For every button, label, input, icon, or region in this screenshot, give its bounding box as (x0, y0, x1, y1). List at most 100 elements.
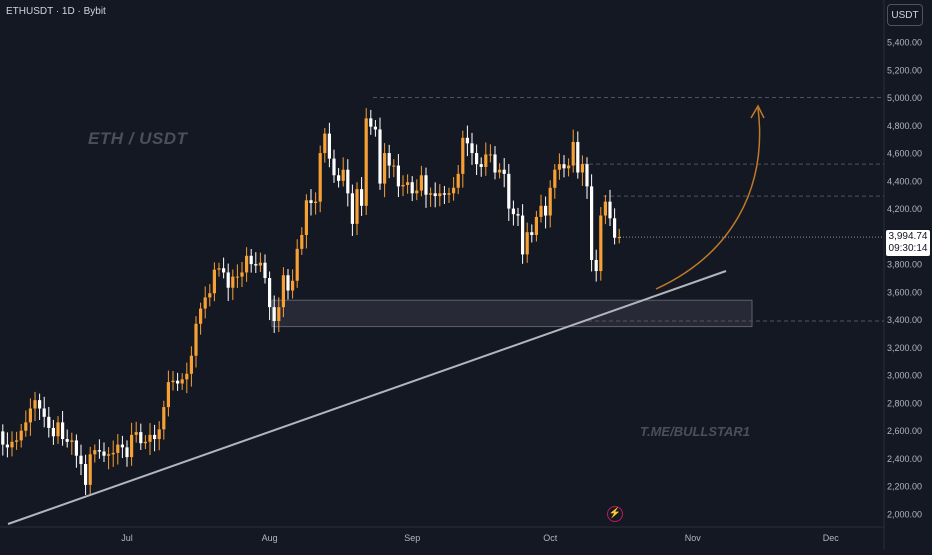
candle-body (300, 234, 304, 249)
x-tick-label: Sep (404, 533, 420, 543)
candle-body (364, 118, 368, 206)
candle-body (548, 187, 552, 216)
candle-body (337, 175, 341, 181)
candle-body (212, 269, 216, 294)
candle-body (235, 276, 239, 278)
candle-body (608, 201, 612, 219)
candle-body (594, 259, 598, 272)
candle-body (28, 408, 32, 423)
candle-body (65, 439, 69, 442)
candle-body (438, 193, 442, 197)
candle-body (268, 278, 272, 308)
candle-body (107, 454, 111, 456)
y-tick-label: 3,200.00 (887, 343, 922, 353)
candle-body (281, 275, 285, 308)
candle-body (166, 382, 170, 408)
candle-body (475, 153, 479, 165)
candle-body (613, 218, 617, 238)
candle-body (576, 141, 580, 173)
chart-annotation-title: ETH / USDT (88, 129, 188, 148)
candle-body (1, 431, 5, 445)
candle-body (392, 165, 396, 167)
candle-body (291, 280, 295, 291)
candle-body (410, 182, 414, 194)
candle-body (231, 276, 235, 288)
candle-body (194, 323, 198, 356)
candle-body (199, 308, 203, 324)
candle-body (5, 444, 9, 448)
y-tick-label: 5,000.00 (887, 93, 922, 103)
x-tick-label: Jul (121, 533, 133, 543)
candle-body (585, 164, 589, 187)
candle-body (341, 169, 345, 181)
candle-body (603, 201, 607, 216)
candle-body (498, 169, 502, 173)
candle-body (383, 153, 387, 184)
candle-body (286, 275, 290, 291)
candle-body (249, 255, 253, 265)
candle-body (617, 237, 621, 239)
candle-body (433, 193, 437, 197)
candle-body (479, 164, 483, 167)
candle-body (346, 169, 350, 194)
candle-body (567, 165, 571, 169)
candle-body (162, 407, 166, 430)
candle-body (378, 129, 382, 184)
candle-body (240, 272, 244, 277)
candle-body (139, 432, 143, 444)
candle-body (157, 429, 161, 440)
candle-body (102, 451, 106, 456)
candle-body (217, 268, 221, 270)
candle-body (56, 422, 60, 437)
candle-body (488, 154, 492, 156)
y-tick-label: 3,400.00 (887, 315, 922, 325)
candle-body (456, 173, 460, 188)
lightning-icon[interactable]: ⚡ (607, 506, 623, 522)
candle-body (447, 193, 451, 195)
candle-body (153, 434, 157, 440)
candle-body (222, 268, 226, 273)
candle-body (254, 264, 258, 266)
candle-body (318, 153, 322, 202)
support-zone (271, 299, 753, 328)
candle-body (176, 380, 180, 384)
candle-body (525, 232, 529, 255)
candle-body (97, 450, 101, 452)
x-tick-label: Aug (262, 533, 278, 543)
y-tick-label: 2,600.00 (887, 426, 922, 436)
candle-body (38, 400, 42, 409)
y-tick-label: 4,400.00 (887, 176, 922, 186)
candle-body (226, 272, 230, 288)
symbol-title[interactable]: ETHUSDT · 1D · Bybit (6, 6, 106, 17)
x-tick-label: Oct (543, 533, 558, 543)
candle-body (203, 297, 207, 309)
candle-body (327, 133, 331, 159)
projection-arrow (655, 107, 761, 290)
candle-body (309, 200, 313, 204)
x-tick-label: Nov (685, 533, 702, 543)
candle-body (461, 137, 465, 174)
candle-body (47, 416, 51, 428)
candle-body (263, 262, 267, 278)
y-tick-label: 2,400.00 (887, 454, 922, 464)
candle-body (401, 184, 405, 187)
candle-body (373, 126, 377, 130)
candle-body (571, 141, 575, 166)
y-tick-label: 2,000.00 (887, 510, 922, 520)
candle-body (74, 440, 78, 456)
currency-button[interactable]: USDT (887, 4, 923, 26)
candle-body (277, 307, 281, 322)
candle-body (125, 447, 129, 458)
candle-body (360, 189, 364, 206)
y-tick-label: 3,600.00 (887, 287, 922, 297)
candle-body (396, 165, 400, 187)
candle-body (424, 175, 428, 195)
candle-body (590, 186, 594, 260)
candle-body (442, 193, 446, 195)
candle-body (258, 262, 262, 266)
candle-body (272, 307, 276, 322)
x-tick-label: Dec (823, 533, 840, 543)
y-tick-label: 2,200.00 (887, 482, 922, 492)
